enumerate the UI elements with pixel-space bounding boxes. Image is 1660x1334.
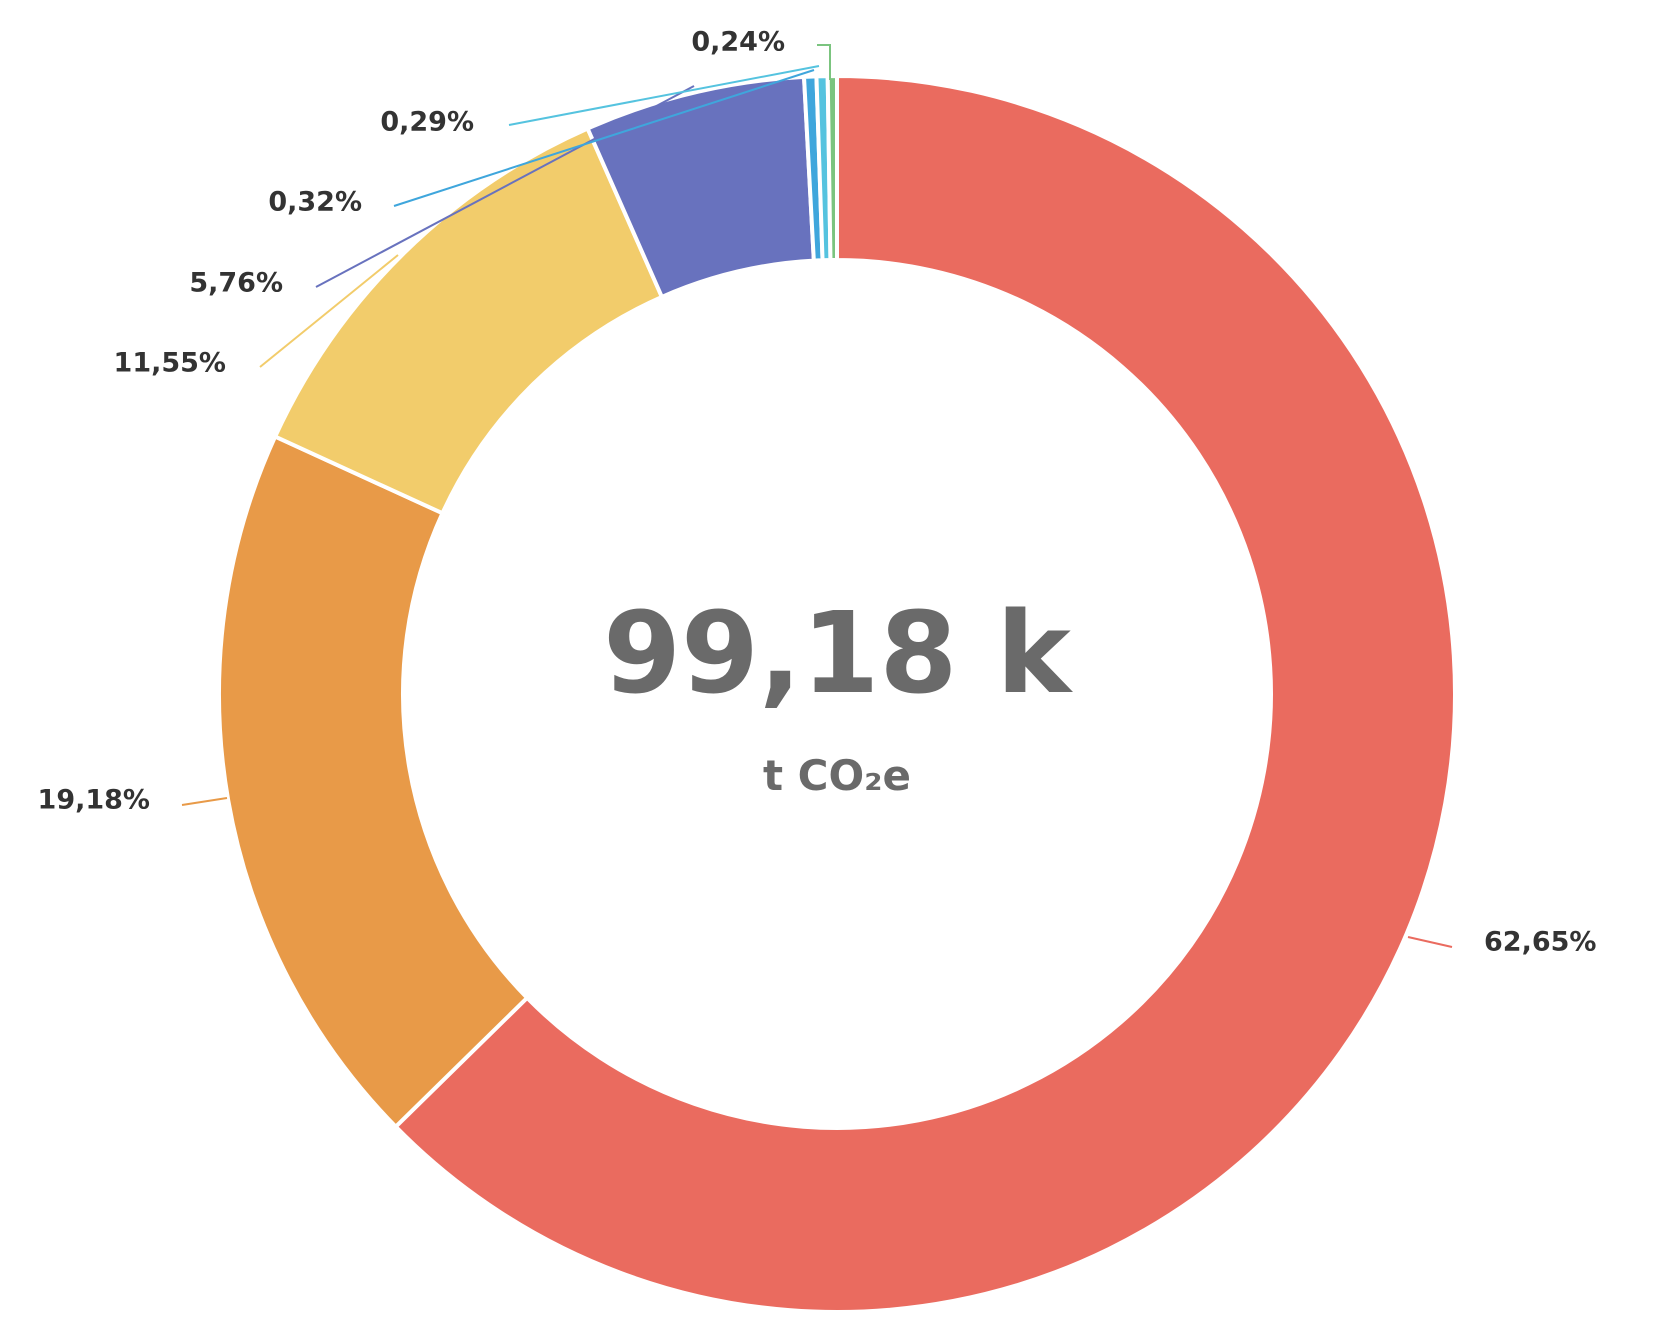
data-label: 19,18%: [38, 785, 150, 816]
donut-slice: [825, 74, 839, 263]
data-label: 11,55%: [114, 348, 226, 379]
leader-line: [393, 69, 815, 207]
center-value: 99,18 k: [603, 589, 1073, 719]
data-label: 0,24%: [691, 27, 785, 58]
data-label: 0,29%: [380, 107, 474, 138]
data-label: 5,76%: [189, 268, 283, 299]
data-label: 0,32%: [268, 187, 362, 218]
center-unit: t CO₂e: [763, 751, 911, 800]
leader-line: [508, 65, 820, 126]
leader-line: [315, 85, 695, 288]
data-label: 62,65%: [1484, 927, 1596, 958]
leader-line: [817, 44, 831, 80]
donut-slice: [217, 434, 530, 1129]
leader-line: [1407, 936, 1453, 948]
donut-slice: [393, 74, 1457, 1314]
leader-line: [259, 254, 399, 368]
leader-line: [181, 797, 228, 806]
